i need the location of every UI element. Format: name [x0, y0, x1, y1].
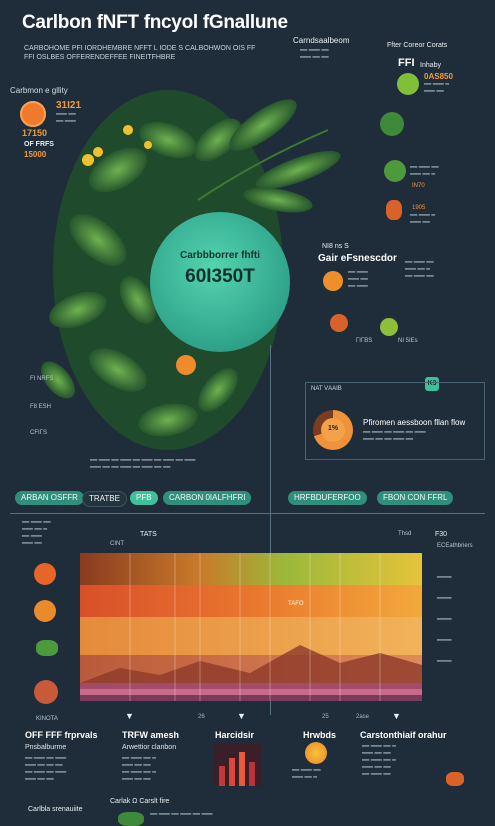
page-subtitle: CARBOHOME PFI IORDHEMBRE NFFT L IODE S C…	[24, 44, 284, 62]
left-stat-value-1: 31Ι21	[56, 100, 82, 111]
timeline-pill-2[interactable]: TRATBE	[82, 491, 127, 507]
timeline-pill-1[interactable]: ARBAN OSFFR	[15, 491, 84, 505]
sun-icon	[34, 600, 56, 622]
chart-tick-1: 26	[198, 714, 205, 720]
top-right-side-heading: Ffter Coreor Corats	[387, 42, 448, 49]
mid-right-badge: K3	[425, 377, 439, 391]
chart-marker-1: ▼	[125, 711, 134, 721]
timeline-pill-3[interactable]: PFB	[130, 491, 158, 505]
mid-right-note-2: ━━ ━━━ ━━ ━━━ ━━ ━ ━━ ━━━ ━━	[405, 260, 434, 280]
timeline-pill-6[interactable]: FBON CON FFRL	[377, 491, 454, 505]
leaves-icon	[36, 640, 58, 656]
leaf-icon	[380, 112, 404, 136]
top-right-value-note: ━━ ━━━ ━ ━━━ ━━	[424, 82, 450, 95]
bottom-col1-sub: Pnsbalburme	[25, 744, 67, 751]
bottom-col3-bars	[213, 744, 261, 786]
info-panel-note: Pfiromen aessboon fllan flow	[363, 418, 466, 427]
top-right-note: ━━ ━━━ ━━ ━━━ ━━ ━━	[300, 48, 329, 61]
subtitle-line-2: FFI OSLBES OFFERENDEFFEE FINEITFHBRE	[24, 54, 176, 61]
top-right-heading: Carndsaalbeom	[293, 36, 350, 45]
chart-right-top: F30	[435, 531, 448, 538]
small-fruit-icon	[446, 772, 464, 786]
lime-icon	[397, 73, 419, 95]
left-label-2: F8 ESH	[30, 404, 52, 410]
info-panel-text: ━━ ━━━ ━━ ━━━ ━━ ━━━ ━━━ ━━ ━━ ━━━ ━━	[363, 430, 426, 443]
left-stats-heading: Carbmon e gllity	[10, 86, 68, 95]
center-circle-label: Carbbborrer fhfti	[180, 250, 260, 261]
left-stat-value-3: 15000	[24, 150, 47, 159]
left-stat-note-1: ━━━ ━━ ━━ ━━━	[56, 112, 76, 125]
right-small-label-2: 1905	[412, 205, 426, 211]
info-panel-label: NAT VΑΑΙΒ	[311, 386, 342, 392]
mid-right-heading: NI8 ns S	[322, 243, 349, 250]
timeline-chart	[80, 553, 422, 701]
bottom-col2-sub: Arwettior clanbon	[122, 744, 177, 751]
bottom-col5-title: Carstonthiaif orahur	[360, 730, 447, 740]
left-label-1: FI NRFS	[30, 376, 54, 382]
footer-leaf-icon	[118, 812, 144, 826]
subtitle-line-1: CARBOHOME PFI IORDHEMBRE NFFT L IODE S C…	[24, 45, 256, 52]
chart-top-label: TATS	[140, 531, 157, 538]
timeline-left-note: ━━ ━━━ ━━ ━━━ ━━ ━ ━━ ━━━ ━━━ ━━	[22, 520, 51, 547]
carrot-icon	[386, 200, 402, 220]
timeline-pill-4[interactable]: CARBON 0IALFHFRI	[163, 491, 252, 505]
bottom-col1-title: OFF FFF frprvals	[25, 730, 98, 740]
lime-icon-2	[380, 318, 398, 336]
broccoli-icon	[384, 160, 406, 182]
bottom-col5-note: ━━ ━━━ ━━ ━ ━━━ ━━ ━━ ━━ ━━━ ━━ ━ ━━━ ━━ ━━…	[362, 744, 396, 778]
chart-left-note: KINOTA	[36, 716, 58, 722]
footer-note: ━━ ━━━ ━━ ━━━ ━━ ━━━	[150, 812, 213, 818]
right-small-label-3: ΓΙΓΒS	[356, 338, 373, 344]
bottom-col4-note: ━━ ━━━ ━━ ━━━ ━━ ━	[292, 768, 321, 781]
footer-left: Carlbla srenauiite	[28, 806, 83, 813]
flame-icon	[34, 563, 56, 585]
chart-marker-2: ▼	[237, 711, 246, 721]
right-small-label-1: IN70	[412, 183, 425, 189]
footer-mid: Carlak Ω Carslt fire	[110, 798, 170, 805]
globe-icon	[34, 680, 58, 704]
center-stat-circle	[150, 212, 290, 352]
left-stat-label-3: OF FRFS	[24, 141, 54, 148]
progress-ring-inner	[321, 418, 345, 442]
mid-right-note-1: ━━ ━━━ ━━━ ━━ ━━ ━━━	[348, 270, 368, 290]
plant-caption: ━━ ━━━ ━━ ━━━ ━━ ━━━ ━━ ━━━ ━━ ━━━ ━━━ ━━…	[90, 458, 196, 471]
bottom-col2-note: ━━ ━━━ ━━ ━ ━━━ ━━ ━━ ━━ ━━━ ━━ ━ ━━━ ━━ ━━	[122, 756, 156, 783]
info-panel	[305, 382, 485, 460]
timeline-divider	[10, 513, 485, 514]
chart-tick-2: 25	[322, 714, 329, 720]
chart-marker-3: ▼	[392, 711, 401, 721]
connector-line	[270, 345, 271, 715]
chart-right-axis: ━━━━ ━━━━ ━━━━ ━━━━ ━━━━	[437, 575, 452, 665]
right-note-2: ━━ ━━━ ━ ━━━ ━━	[410, 213, 436, 226]
left-stat-value-2: 17150	[22, 128, 48, 138]
orange-fruit-icon	[323, 271, 343, 291]
right-small-label-5: NI 5IEs	[398, 338, 418, 344]
top-right-value: 0AS850	[424, 72, 453, 81]
bottom-col2-title: TRFW amesh	[122, 730, 180, 740]
chart-right-sub: ECEathbriers	[437, 543, 473, 549]
page-title: Carlbon fNFT fncyol fGnallune	[22, 12, 288, 33]
mid-right-title: Gair eFsnescdor	[318, 253, 397, 264]
chart-top-sub: CINT	[110, 541, 124, 547]
fruit-icon-2	[330, 314, 348, 332]
left-label-3: CFΙΓS	[30, 430, 47, 436]
bottom-col1-note: ━━ ━━━ ━━ ━━━ ━━━ ━━ ━━ ━━ ━━ ━━━ ━━ ━━━ ━━…	[25, 756, 67, 783]
center-circle-value: 60I350T	[185, 266, 255, 287]
right-note-1: ━━ ━━━ ━━ ━━━ ━━ ━	[410, 165, 439, 178]
chart-right-label: Thsd	[398, 531, 412, 537]
ffi-sub-label: Inhaby	[420, 62, 442, 69]
chart-tick-3: 2ase	[356, 714, 370, 720]
bottom-col4-title: Hrwbds	[303, 730, 337, 740]
timeline-pill-5[interactable]: HRFBDUFERFOO	[288, 491, 367, 505]
orange-badge-icon	[20, 101, 46, 127]
ffi-label: FFI	[398, 57, 415, 69]
bottom-col3-title: Harcidsir	[215, 730, 255, 740]
progress-ring-label: 1%	[327, 425, 339, 432]
sun-orb-icon	[305, 742, 327, 764]
chart-mid-label: TAFO	[288, 601, 304, 607]
